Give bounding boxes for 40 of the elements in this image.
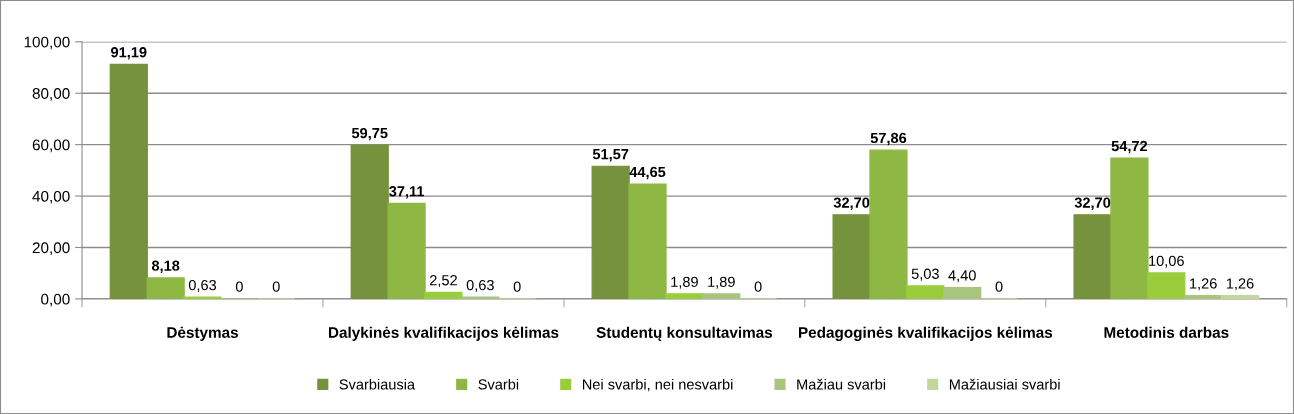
x-tick-label: Metodinis darbas: [1104, 326, 1229, 338]
y-tick-label: 80,00: [32, 88, 70, 101]
legend-label: Mažiau svarbi: [797, 378, 886, 390]
data-label: 10,06: [1149, 255, 1184, 268]
legend-label: Nei svarbi, nei nesvarbi: [582, 378, 733, 392]
data-label: 0: [513, 281, 521, 292]
data-label: 5,03: [911, 268, 939, 281]
data-label: 51,57: [592, 149, 629, 162]
y-tick-label: 40,00: [32, 190, 70, 204]
data-label: 37,11: [389, 186, 425, 199]
data-label: 2,52: [430, 275, 457, 288]
data-label: 1,89: [708, 276, 735, 289]
data-label: 1,26: [1226, 278, 1254, 291]
legend-label: Svarbiausia: [339, 378, 416, 390]
data-label: 32,70: [1074, 197, 1111, 210]
data-label: 54,72: [1111, 140, 1148, 154]
data-label: 0,63: [466, 279, 494, 292]
y-tick-label: 0,00: [41, 293, 70, 307]
y-tick-label: 60,00: [32, 139, 70, 153]
x-tick-label: Dalykinės kvalifikacijos kėlimas: [328, 326, 559, 341]
legend-label: Mažiausiai svarbi: [949, 378, 1060, 390]
x-tick-label: Pedagoginės kvalifikacijos kėlimas: [798, 326, 1053, 341]
data-label: 8,18: [151, 260, 180, 273]
data-label: 0: [995, 281, 1003, 292]
data-label: 0: [272, 281, 280, 292]
x-tick-label: Studentų konsultavimas: [596, 326, 773, 341]
data-label: 32,70: [833, 197, 870, 210]
data-label: 91,19: [111, 47, 147, 60]
y-tick-label: 20,00: [32, 242, 70, 255]
x-tick-label: Dėstymas: [167, 326, 238, 341]
data-label: 1,89: [671, 276, 698, 289]
data-label: 0: [235, 281, 243, 292]
data-label: 0: [754, 281, 762, 292]
legend-label: Svarbi: [478, 378, 519, 390]
y-tick-label: 100,00: [24, 36, 70, 50]
data-label: 4,40: [948, 270, 976, 283]
data-label: 0,63: [188, 279, 217, 292]
data-label: 57,86: [870, 132, 907, 146]
data-label: 59,75: [351, 127, 388, 141]
data-label: 1,26: [1190, 278, 1217, 291]
